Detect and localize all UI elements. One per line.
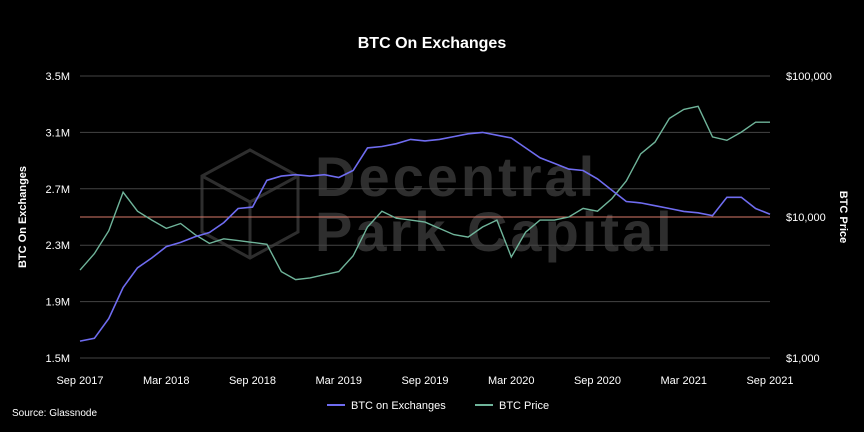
y-axis-ticks: 3.5M 3.1M 2.7M 2.3M 1.9M 1.5M (46, 71, 70, 365)
x-tick-label: Mar 2019 (316, 375, 362, 387)
watermark-cube-icon (200, 148, 300, 260)
y2-tick-label: $1,000 (786, 353, 820, 365)
legend-label-exchanges: BTC on Exchanges (351, 400, 446, 412)
x-tick-label: Sep 2018 (229, 375, 276, 387)
watermark-line1: Decentral (315, 145, 597, 208)
legend-label-price: BTC Price (499, 400, 549, 412)
y2-tick-label: $10,000 (786, 212, 826, 224)
y2-axis-label: BTC Price (837, 191, 849, 244)
x-tick-label: Mar 2021 (661, 375, 707, 387)
x-axis-ticks: Sep 2017 Mar 2018 Sep 2018 Mar 2019 Sep 2019… (56, 375, 793, 387)
legend-item-price: BTC Price (475, 400, 549, 412)
x-tick-label: Sep 2019 (401, 375, 448, 387)
y-tick-label: 1.9M (46, 297, 70, 309)
x-tick-label: Sep 2021 (746, 375, 793, 387)
y-tick-label: 2.7M (46, 184, 70, 196)
y2-tick-label: $100,000 (786, 71, 832, 83)
legend: BTC on Exchanges BTC Price (327, 400, 549, 412)
y-tick-label: 2.3M (46, 240, 70, 252)
x-tick-label: Sep 2020 (574, 375, 621, 387)
y-axis-label: BTC On Exchanges (17, 166, 29, 268)
legend-item-exchanges: BTC on Exchanges (327, 400, 446, 412)
grid (80, 75, 770, 359)
watermark: Decentral Park Capital (200, 145, 675, 263)
y2-axis-ticks: $100,000 $10,000 $1,000 (786, 71, 832, 365)
series-line-btc-price (79, 105, 770, 281)
chart-title: BTC On Exchanges (358, 35, 507, 52)
source-note: Source: Glassnode (12, 408, 97, 419)
x-tick-label: Mar 2020 (488, 375, 534, 387)
series-line-btc-on-exchanges (79, 131, 771, 342)
y-tick-label: 1.5M (46, 353, 70, 365)
y-tick-label: 3.1M (46, 127, 70, 139)
watermark-line2: Park Capital (315, 200, 675, 263)
x-tick-label: Mar 2018 (143, 375, 189, 387)
x-tick-label: Sep 2017 (56, 375, 103, 387)
y-tick-label: 3.5M (46, 71, 70, 83)
